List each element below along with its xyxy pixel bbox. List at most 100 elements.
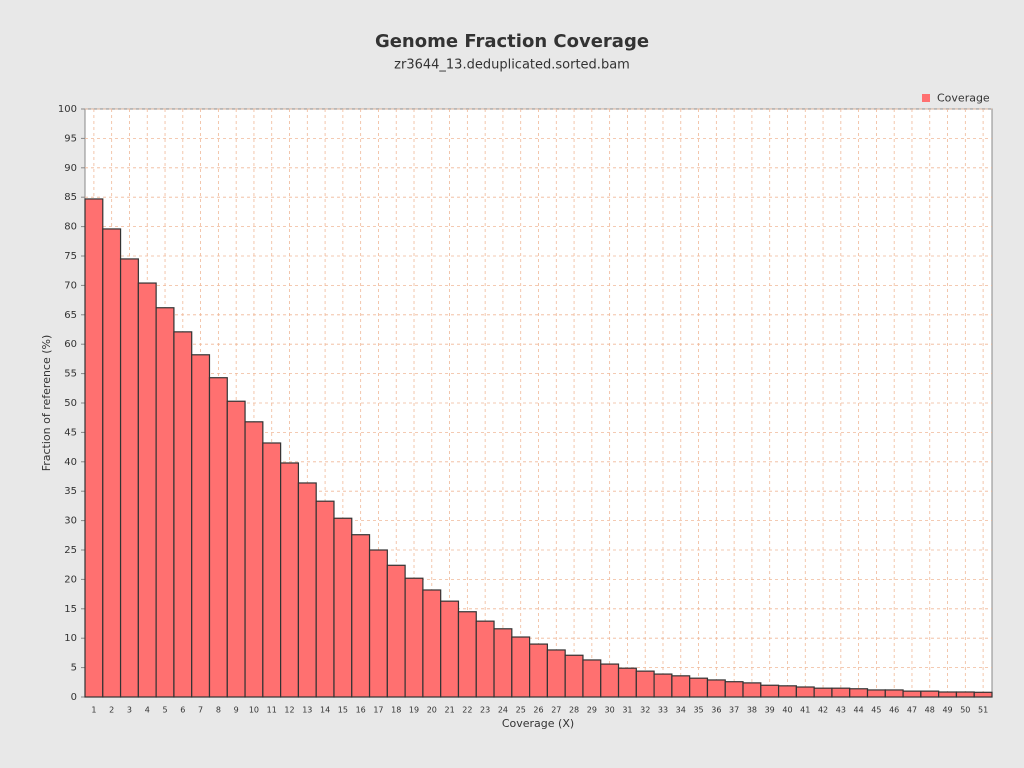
x-tick-label: 4: [145, 706, 150, 715]
y-tick-label: 45: [64, 427, 77, 438]
y-tick-label: 100: [58, 104, 77, 115]
bar: [102, 228, 122, 698]
bar: [831, 687, 851, 698]
bar: [244, 421, 264, 698]
bar: [582, 659, 602, 698]
bar: [529, 643, 548, 698]
x-tick-label: 19: [409, 706, 419, 715]
bar: [493, 628, 513, 698]
bar: [760, 684, 780, 698]
x-tick-label: 33: [658, 706, 668, 715]
x-tick-label: 2: [109, 706, 114, 715]
chart-title: Genome Fraction Coverage: [375, 31, 649, 52]
bar: [173, 331, 193, 698]
bar: [475, 620, 495, 698]
bar: [440, 600, 460, 698]
bar: [671, 675, 691, 698]
bar: [866, 689, 886, 698]
x-tick-label: 29: [587, 706, 597, 715]
bar: [706, 679, 726, 698]
bar: [84, 198, 104, 698]
bar: [386, 564, 406, 698]
y-tick-label: 10: [64, 633, 77, 644]
x-tick-label: 12: [284, 706, 294, 715]
bar: [617, 667, 637, 698]
bar: [884, 689, 904, 698]
x-tick-label: 7: [198, 706, 203, 715]
bar: [813, 687, 833, 698]
y-tick-label: 80: [64, 222, 77, 233]
x-tick-label: 40: [782, 706, 792, 715]
y-tick-label: 65: [64, 310, 77, 321]
y-tick-label: 70: [64, 280, 77, 291]
bar: [777, 685, 797, 698]
bar: [422, 589, 442, 698]
x-tick-label: 35: [693, 706, 703, 715]
bar: [208, 377, 228, 698]
x-tick-label: 39: [765, 706, 775, 715]
x-tick-label: 8: [216, 706, 221, 715]
x-tick-label: 20: [427, 706, 437, 715]
y-tick-label: 60: [64, 339, 77, 350]
bar: [973, 691, 993, 698]
x-axis-label: Coverage (X): [502, 717, 574, 730]
x-tick-label: 13: [302, 706, 312, 715]
y-tick-label: 5: [71, 663, 77, 674]
x-tick-label: 43: [836, 706, 846, 715]
x-tick-label: 22: [462, 706, 472, 715]
y-tick-label: 95: [64, 133, 77, 144]
bar: [938, 691, 958, 698]
y-tick-label: 55: [64, 369, 77, 380]
bar: [920, 690, 940, 698]
x-tick-label: 46: [889, 706, 899, 715]
bar: [457, 611, 477, 698]
y-tick-label: 30: [64, 516, 77, 527]
x-tick-label: 34: [676, 706, 686, 715]
legend-label: Coverage: [937, 92, 990, 105]
x-tick-label: 27: [551, 706, 561, 715]
x-tick-label: 45: [871, 706, 881, 715]
bar: [564, 654, 584, 698]
x-tick-label: 42: [818, 706, 828, 715]
x-tick-label: 21: [444, 706, 454, 715]
x-tick-label: 51: [978, 706, 988, 715]
x-tick-label: 28: [569, 706, 579, 715]
y-tick-label: 75: [64, 251, 77, 262]
bar: [689, 677, 709, 698]
x-tick-label: 49: [942, 706, 952, 715]
bar: [368, 549, 388, 698]
x-tick-label: 11: [267, 706, 277, 715]
bar: [724, 681, 744, 698]
x-tick-label: 18: [391, 706, 401, 715]
bar: [315, 500, 335, 698]
x-tick-label: 41: [800, 706, 810, 715]
bar: [297, 482, 317, 698]
chart-subtitle: zr3644_13.deduplicated.sorted.bam: [394, 58, 630, 73]
x-tick-label: 48: [925, 706, 935, 715]
bar: [137, 282, 157, 698]
x-tick-label: 44: [854, 706, 864, 715]
bar: [351, 534, 371, 698]
x-tick-label: 17: [373, 706, 383, 715]
bar: [511, 636, 531, 698]
x-tick-label: 14: [320, 706, 330, 715]
x-tick-label: 16: [356, 706, 366, 715]
legend-swatch: [922, 94, 930, 102]
y-tick-label: 25: [64, 545, 77, 556]
y-tick-label: 0: [71, 692, 77, 703]
bar: [333, 517, 353, 698]
x-tick-label: 24: [498, 706, 508, 715]
bar: [262, 442, 282, 698]
x-tick-label: 9: [234, 706, 239, 715]
x-tick-label: 6: [180, 706, 185, 715]
bar: [600, 663, 620, 698]
y-axis-label: Fraction of reference (%): [40, 335, 53, 472]
x-tick-label: 30: [605, 706, 615, 715]
bar: [404, 577, 424, 698]
x-tick-label: 37: [729, 706, 739, 715]
x-tick-label: 31: [622, 706, 632, 715]
x-tick-label: 5: [162, 706, 167, 715]
x-tick-label: 23: [480, 706, 490, 715]
bar: [546, 649, 566, 698]
x-tick-label: 26: [533, 706, 543, 715]
